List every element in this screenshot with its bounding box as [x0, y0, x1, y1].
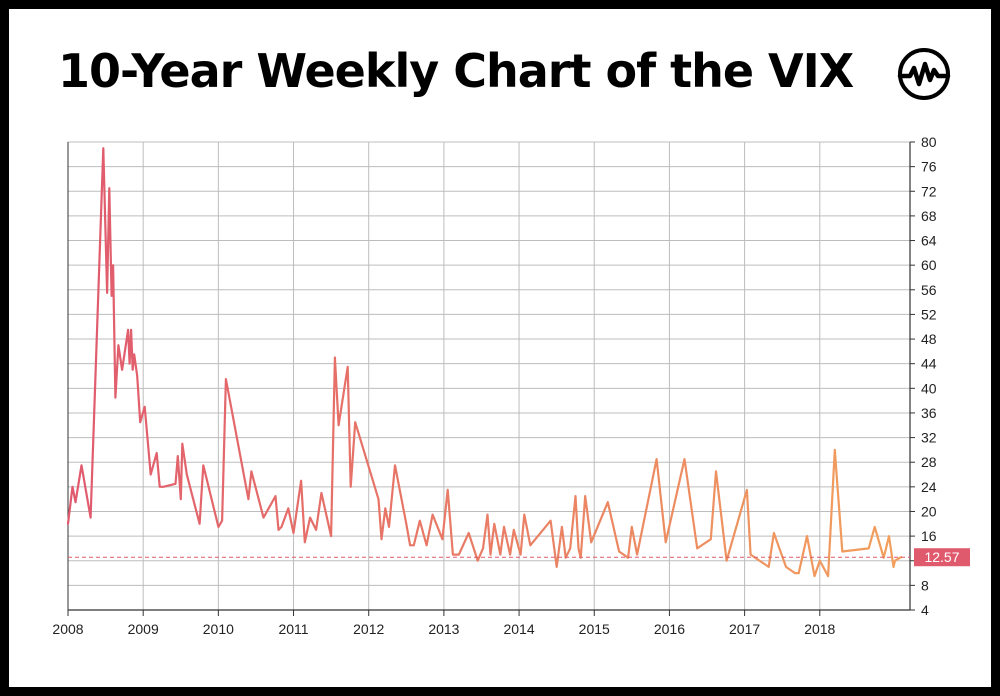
y-tick-label: 8 [921, 577, 929, 593]
x-tick-label: 2017 [729, 621, 760, 637]
x-tick-label: 2015 [579, 621, 610, 637]
x-tick-label: 2013 [428, 621, 459, 637]
x-tick-label: 2010 [203, 621, 234, 637]
y-tick-label: 24 [921, 479, 937, 495]
chart-series [66, 147, 903, 578]
x-tick-label: 2014 [503, 621, 534, 637]
y-tick-label: 32 [921, 430, 937, 446]
y-tick-label: 40 [921, 380, 937, 396]
y-tick-label: 60 [921, 257, 937, 273]
y-tick-label: 28 [921, 454, 937, 470]
y-tick-label: 4 [921, 602, 929, 618]
x-tick-label: 2009 [128, 621, 159, 637]
chart-grid [67, 141, 910, 611]
y-tick-label: 36 [921, 405, 937, 421]
chart-axes: 8076726864605652484440363228242016128420… [52, 134, 936, 637]
y-tick-label: 64 [921, 233, 937, 249]
y-tick-label: 80 [921, 134, 937, 150]
y-tick-label: 68 [921, 208, 937, 224]
x-tick-label: 2016 [654, 621, 685, 637]
y-tick-label: 44 [921, 356, 937, 372]
y-tick-label: 72 [921, 183, 937, 199]
y-tick-label: 76 [921, 159, 937, 175]
x-tick-label: 2018 [804, 621, 835, 637]
current-value-badge [914, 548, 970, 567]
y-tick-label: 48 [921, 331, 937, 347]
y-tick-label: 52 [921, 306, 937, 322]
waveform-circle-icon [897, 48, 951, 100]
y-tick-label: 56 [921, 282, 937, 298]
chart-title: 10-Year Weekly Chart of the VIX [58, 44, 854, 98]
x-tick-label: 2008 [52, 621, 83, 637]
x-tick-label: 2012 [353, 621, 384, 637]
y-tick-label: 20 [921, 503, 937, 519]
x-tick-label: 2011 [278, 621, 308, 637]
current-value-marker: 12.57 [68, 548, 970, 567]
current-value-label: 12.57 [924, 549, 959, 565]
y-tick-label: 16 [921, 528, 937, 544]
vix-series-line [66, 147, 903, 578]
